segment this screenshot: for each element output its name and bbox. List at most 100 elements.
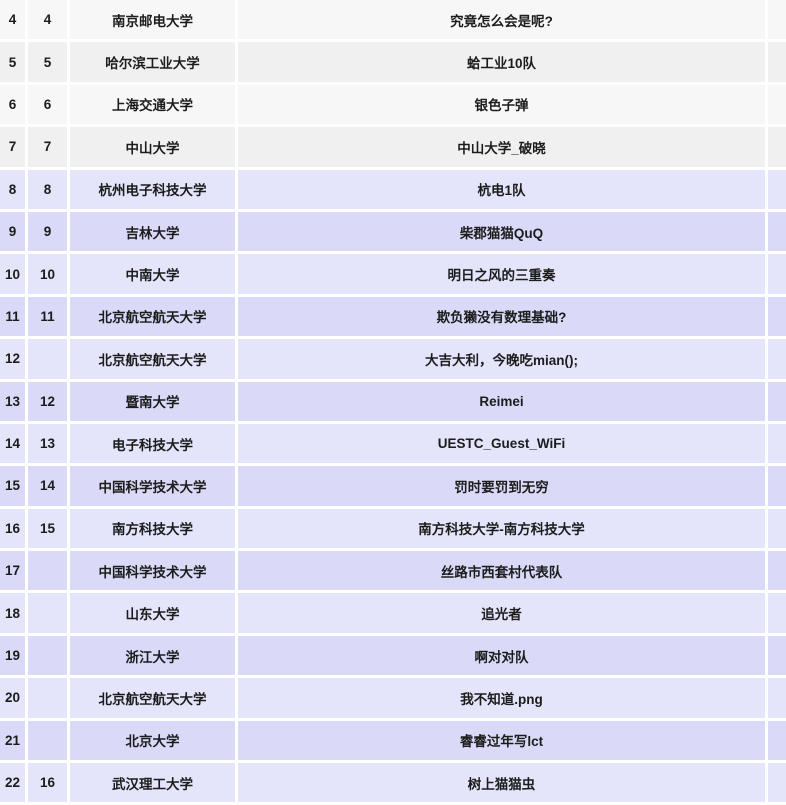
cell-rank bbox=[28, 339, 70, 382]
table-row[interactable]: 12 北京航空航天大学 大吉大利，今晚吃mian(); bbox=[0, 339, 786, 382]
cell-tail bbox=[768, 84, 786, 128]
cell-team: 大吉大利，今晚吃mian(); bbox=[238, 339, 768, 382]
cell-tail bbox=[768, 339, 786, 382]
cell-tail bbox=[768, 254, 786, 297]
table-row[interactable]: 16 15 南方科技大学 南方科技大学-南方科技大学 bbox=[0, 508, 786, 552]
cell-index: 22 bbox=[0, 763, 28, 805]
cell-team: 睿睿过年写lct bbox=[238, 720, 768, 764]
cell-rank: 9 bbox=[28, 211, 70, 255]
cell-index: 4 bbox=[0, 0, 28, 43]
cell-index: 17 bbox=[0, 551, 28, 594]
cell-rank bbox=[28, 635, 70, 679]
table-row[interactable]: 4 4 南京邮电大学 究竟怎么会是呢? bbox=[0, 0, 786, 43]
cell-tail bbox=[768, 551, 786, 594]
table-row[interactable]: 7 7 中山大学 中山大学_破晓 bbox=[0, 127, 786, 170]
cell-rank: 10 bbox=[28, 254, 70, 297]
table-row[interactable]: 13 12 暨南大学 Reimei bbox=[0, 381, 786, 424]
cell-rank: 12 bbox=[28, 381, 70, 424]
cell-school: 吉林大学 bbox=[70, 211, 238, 255]
cell-school: 南京邮电大学 bbox=[70, 0, 238, 43]
cell-school: 中国科学技术大学 bbox=[70, 466, 238, 509]
table-row[interactable]: 17 中国科学技术大学 丝路市西套村代表队 bbox=[0, 551, 786, 594]
cell-school: 中南大学 bbox=[70, 254, 238, 297]
cell-tail bbox=[768, 678, 786, 721]
cell-rank bbox=[28, 678, 70, 721]
cell-rank: 7 bbox=[28, 127, 70, 170]
cell-team: 蛤工业10队 bbox=[238, 42, 768, 85]
cell-tail bbox=[768, 423, 786, 467]
cell-index: 6 bbox=[0, 84, 28, 128]
cell-index: 12 bbox=[0, 339, 28, 382]
cell-team: Reimei bbox=[238, 381, 768, 424]
cell-team: 树上猫猫虫 bbox=[238, 763, 768, 805]
cell-school: 中国科学技术大学 bbox=[70, 551, 238, 594]
table-row[interactable]: 8 8 杭州电子科技大学 杭电1队 bbox=[0, 169, 786, 212]
cell-school: 北京航空航天大学 bbox=[70, 678, 238, 721]
cell-school: 武汉理工大学 bbox=[70, 763, 238, 805]
cell-index: 5 bbox=[0, 42, 28, 85]
cell-team: 啊对对队 bbox=[238, 635, 768, 679]
cell-index: 9 bbox=[0, 211, 28, 255]
table-row[interactable]: 22 16 武汉理工大学 树上猫猫虫 bbox=[0, 763, 786, 805]
cell-rank: 16 bbox=[28, 763, 70, 805]
cell-team: 银色子弹 bbox=[238, 84, 768, 128]
table-row[interactable]: 15 14 中国科学技术大学 罚时要罚到无穷 bbox=[0, 466, 786, 509]
cell-team: 柴郡猫猫QuQ bbox=[238, 211, 768, 255]
table-row[interactable]: 21 北京大学 睿睿过年写lct bbox=[0, 720, 786, 764]
table-row[interactable]: 11 11 北京航空航天大学 欺负獭没有数理基础? bbox=[0, 296, 786, 340]
cell-tail bbox=[768, 381, 786, 424]
cell-team: 中山大学_破晓 bbox=[238, 127, 768, 170]
cell-index: 20 bbox=[0, 678, 28, 721]
cell-tail bbox=[768, 466, 786, 509]
cell-team: 欺负獭没有数理基础? bbox=[238, 296, 768, 340]
cell-tail bbox=[768, 211, 786, 255]
cell-school: 电子科技大学 bbox=[70, 423, 238, 467]
cell-school: 北京大学 bbox=[70, 720, 238, 764]
cell-rank: 6 bbox=[28, 84, 70, 128]
cell-index: 10 bbox=[0, 254, 28, 297]
cell-tail bbox=[768, 763, 786, 805]
cell-rank: 13 bbox=[28, 423, 70, 467]
cell-school: 山东大学 bbox=[70, 593, 238, 636]
table-row[interactable]: 9 9 吉林大学 柴郡猫猫QuQ bbox=[0, 211, 786, 255]
cell-tail bbox=[768, 720, 786, 764]
table-row[interactable]: 6 6 上海交通大学 银色子弹 bbox=[0, 84, 786, 128]
cell-team: 追光者 bbox=[238, 593, 768, 636]
cell-rank: 5 bbox=[28, 42, 70, 85]
cell-school: 上海交通大学 bbox=[70, 84, 238, 128]
cell-school: 浙江大学 bbox=[70, 635, 238, 679]
cell-index: 15 bbox=[0, 466, 28, 509]
cell-team: 丝路市西套村代表队 bbox=[238, 551, 768, 594]
cell-rank: 15 bbox=[28, 508, 70, 552]
cell-tail bbox=[768, 635, 786, 679]
cell-team: 明日之风的三重奏 bbox=[238, 254, 768, 297]
cell-rank bbox=[28, 593, 70, 636]
cell-team: UESTC_Guest_WiFi bbox=[238, 423, 768, 467]
cell-school: 北京航空航天大学 bbox=[70, 339, 238, 382]
cell-tail bbox=[768, 296, 786, 340]
table-row[interactable]: 20 北京航空航天大学 我不知道.png bbox=[0, 678, 786, 721]
cell-index: 11 bbox=[0, 296, 28, 340]
cell-tail bbox=[768, 169, 786, 212]
cell-team: 究竟怎么会是呢? bbox=[238, 0, 768, 43]
cell-rank: 4 bbox=[28, 0, 70, 43]
cell-rank: 11 bbox=[28, 296, 70, 340]
cell-index: 14 bbox=[0, 423, 28, 467]
cell-index: 21 bbox=[0, 720, 28, 764]
cell-index: 19 bbox=[0, 635, 28, 679]
cell-school: 南方科技大学 bbox=[70, 508, 238, 552]
table-row[interactable]: 19 浙江大学 啊对对队 bbox=[0, 635, 786, 679]
cell-index: 18 bbox=[0, 593, 28, 636]
table-row[interactable]: 18 山东大学 追光者 bbox=[0, 593, 786, 636]
table-row[interactable]: 5 5 哈尔滨工业大学 蛤工业10队 bbox=[0, 42, 786, 85]
cell-tail bbox=[768, 593, 786, 636]
cell-rank: 8 bbox=[28, 169, 70, 212]
cell-team: 我不知道.png bbox=[238, 678, 768, 721]
cell-school: 哈尔滨工业大学 bbox=[70, 42, 238, 85]
table-row[interactable]: 10 10 中南大学 明日之风的三重奏 bbox=[0, 254, 786, 297]
cell-school: 中山大学 bbox=[70, 127, 238, 170]
cell-team: 罚时要罚到无穷 bbox=[238, 466, 768, 509]
table-row[interactable]: 14 13 电子科技大学 UESTC_Guest_WiFi bbox=[0, 423, 786, 467]
